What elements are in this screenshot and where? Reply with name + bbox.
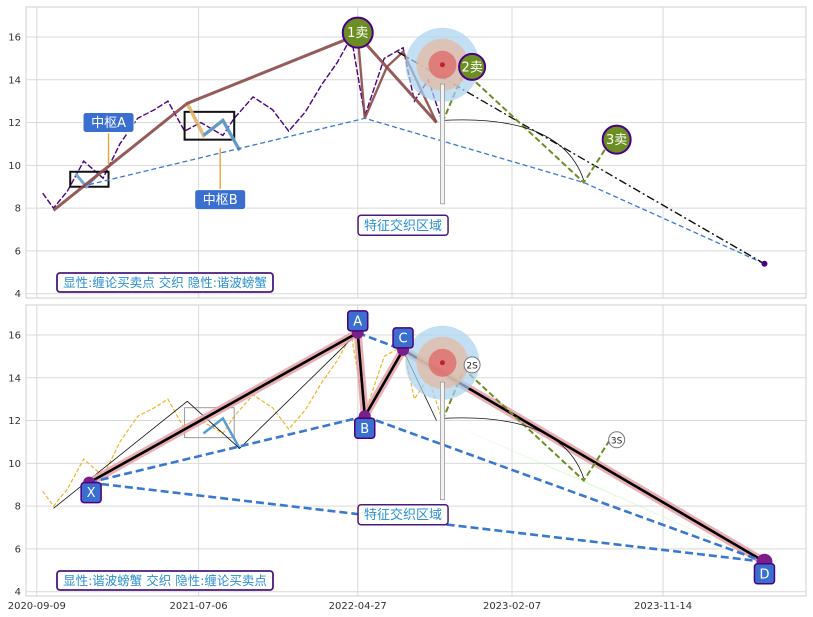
region-label-box xyxy=(357,214,449,236)
x-tick-label: 2022-04-27 xyxy=(329,601,387,612)
s3-label: 3S xyxy=(611,436,623,446)
x-tick-label: 2023-02-07 xyxy=(483,601,541,612)
hub-a-label-box xyxy=(82,112,135,134)
point-c-label-box xyxy=(392,327,414,349)
bd-dashed-line xyxy=(364,415,765,564)
point-a-label-box xyxy=(346,310,369,332)
s3-circle xyxy=(608,431,626,449)
sell-1-badge-circle xyxy=(341,16,374,49)
base-dashed-blue-line xyxy=(88,117,765,265)
hub-b-box xyxy=(183,110,236,141)
legend-text: 显性:谐波螃蟹 交织 隐性:缠论买卖点 xyxy=(63,573,267,588)
y-tick-label: 16 xyxy=(8,32,21,43)
hub-b-box-faint xyxy=(184,407,235,439)
y-tick-label: 14 xyxy=(8,75,21,86)
projection-arc xyxy=(442,417,585,479)
hub-b-zigzag-blue xyxy=(202,118,241,152)
x-tick-label: 2020-09-09 xyxy=(8,601,66,612)
region-label: 特征交织区域 xyxy=(364,218,442,234)
region-pointer xyxy=(440,381,445,501)
y-tick-label: 8 xyxy=(15,502,21,513)
target-center-dot xyxy=(439,360,445,366)
hub-a-box xyxy=(69,170,110,188)
hub-a-label: 中枢A xyxy=(91,116,126,131)
hub-b-label-box xyxy=(194,189,247,211)
y-tick-label: 4 xyxy=(15,587,21,598)
point-d-label-box xyxy=(753,563,776,585)
legend-box xyxy=(56,272,274,293)
y-tick-label: 10 xyxy=(8,161,21,172)
x-tick-label: 2023-11-14 xyxy=(634,601,692,612)
sell-3-badge: 3卖 xyxy=(606,133,627,148)
s2-circle xyxy=(463,356,481,374)
point-b-label: B xyxy=(360,422,369,437)
chan-stroke-line xyxy=(52,33,438,212)
sell-1-badge: 1卖 xyxy=(347,26,368,41)
projection-arc xyxy=(442,119,585,181)
point-a-label: A xyxy=(353,314,362,329)
s2-label: 2S xyxy=(466,361,478,371)
hub-b-label: 中枢B xyxy=(203,193,238,208)
region-label-box xyxy=(357,503,449,526)
sell-3-badge-circle xyxy=(601,124,632,155)
y-tick-label: 6 xyxy=(15,544,21,555)
y-tick-label: 14 xyxy=(8,373,21,384)
point-d-label: D xyxy=(759,567,769,582)
point-b-label-box xyxy=(354,417,376,440)
y-tick-label: 6 xyxy=(15,246,21,257)
price-series-line xyxy=(42,333,443,508)
sell-2-badge: 2卖 xyxy=(461,60,482,75)
target-center-dot xyxy=(439,62,445,68)
y-tick-label: 12 xyxy=(8,118,21,129)
end-point-dot xyxy=(761,260,768,267)
y-tick-label: 8 xyxy=(15,204,21,215)
y-tick-label: 10 xyxy=(8,459,21,470)
y-tick-label: 16 xyxy=(8,330,21,341)
region-label: 特征交织区域 xyxy=(364,507,442,523)
point-x-label: X xyxy=(87,486,96,501)
legend-text: 显性:缠论买卖点 交织 隐性:谐波螃蟹 xyxy=(63,275,267,290)
point-x-label-box xyxy=(80,481,102,504)
bcd-fill xyxy=(442,420,765,562)
sell-2-badge-circle xyxy=(458,52,487,81)
hub-b-zigzag-blue xyxy=(202,416,241,450)
legend-box xyxy=(56,570,274,591)
y-tick-label: 4 xyxy=(15,289,21,300)
y-tick-label: 12 xyxy=(8,416,21,427)
point-c-label: C xyxy=(399,331,408,346)
region-pointer xyxy=(440,83,445,205)
x-tick-label: 2021-07-06 xyxy=(170,601,228,612)
